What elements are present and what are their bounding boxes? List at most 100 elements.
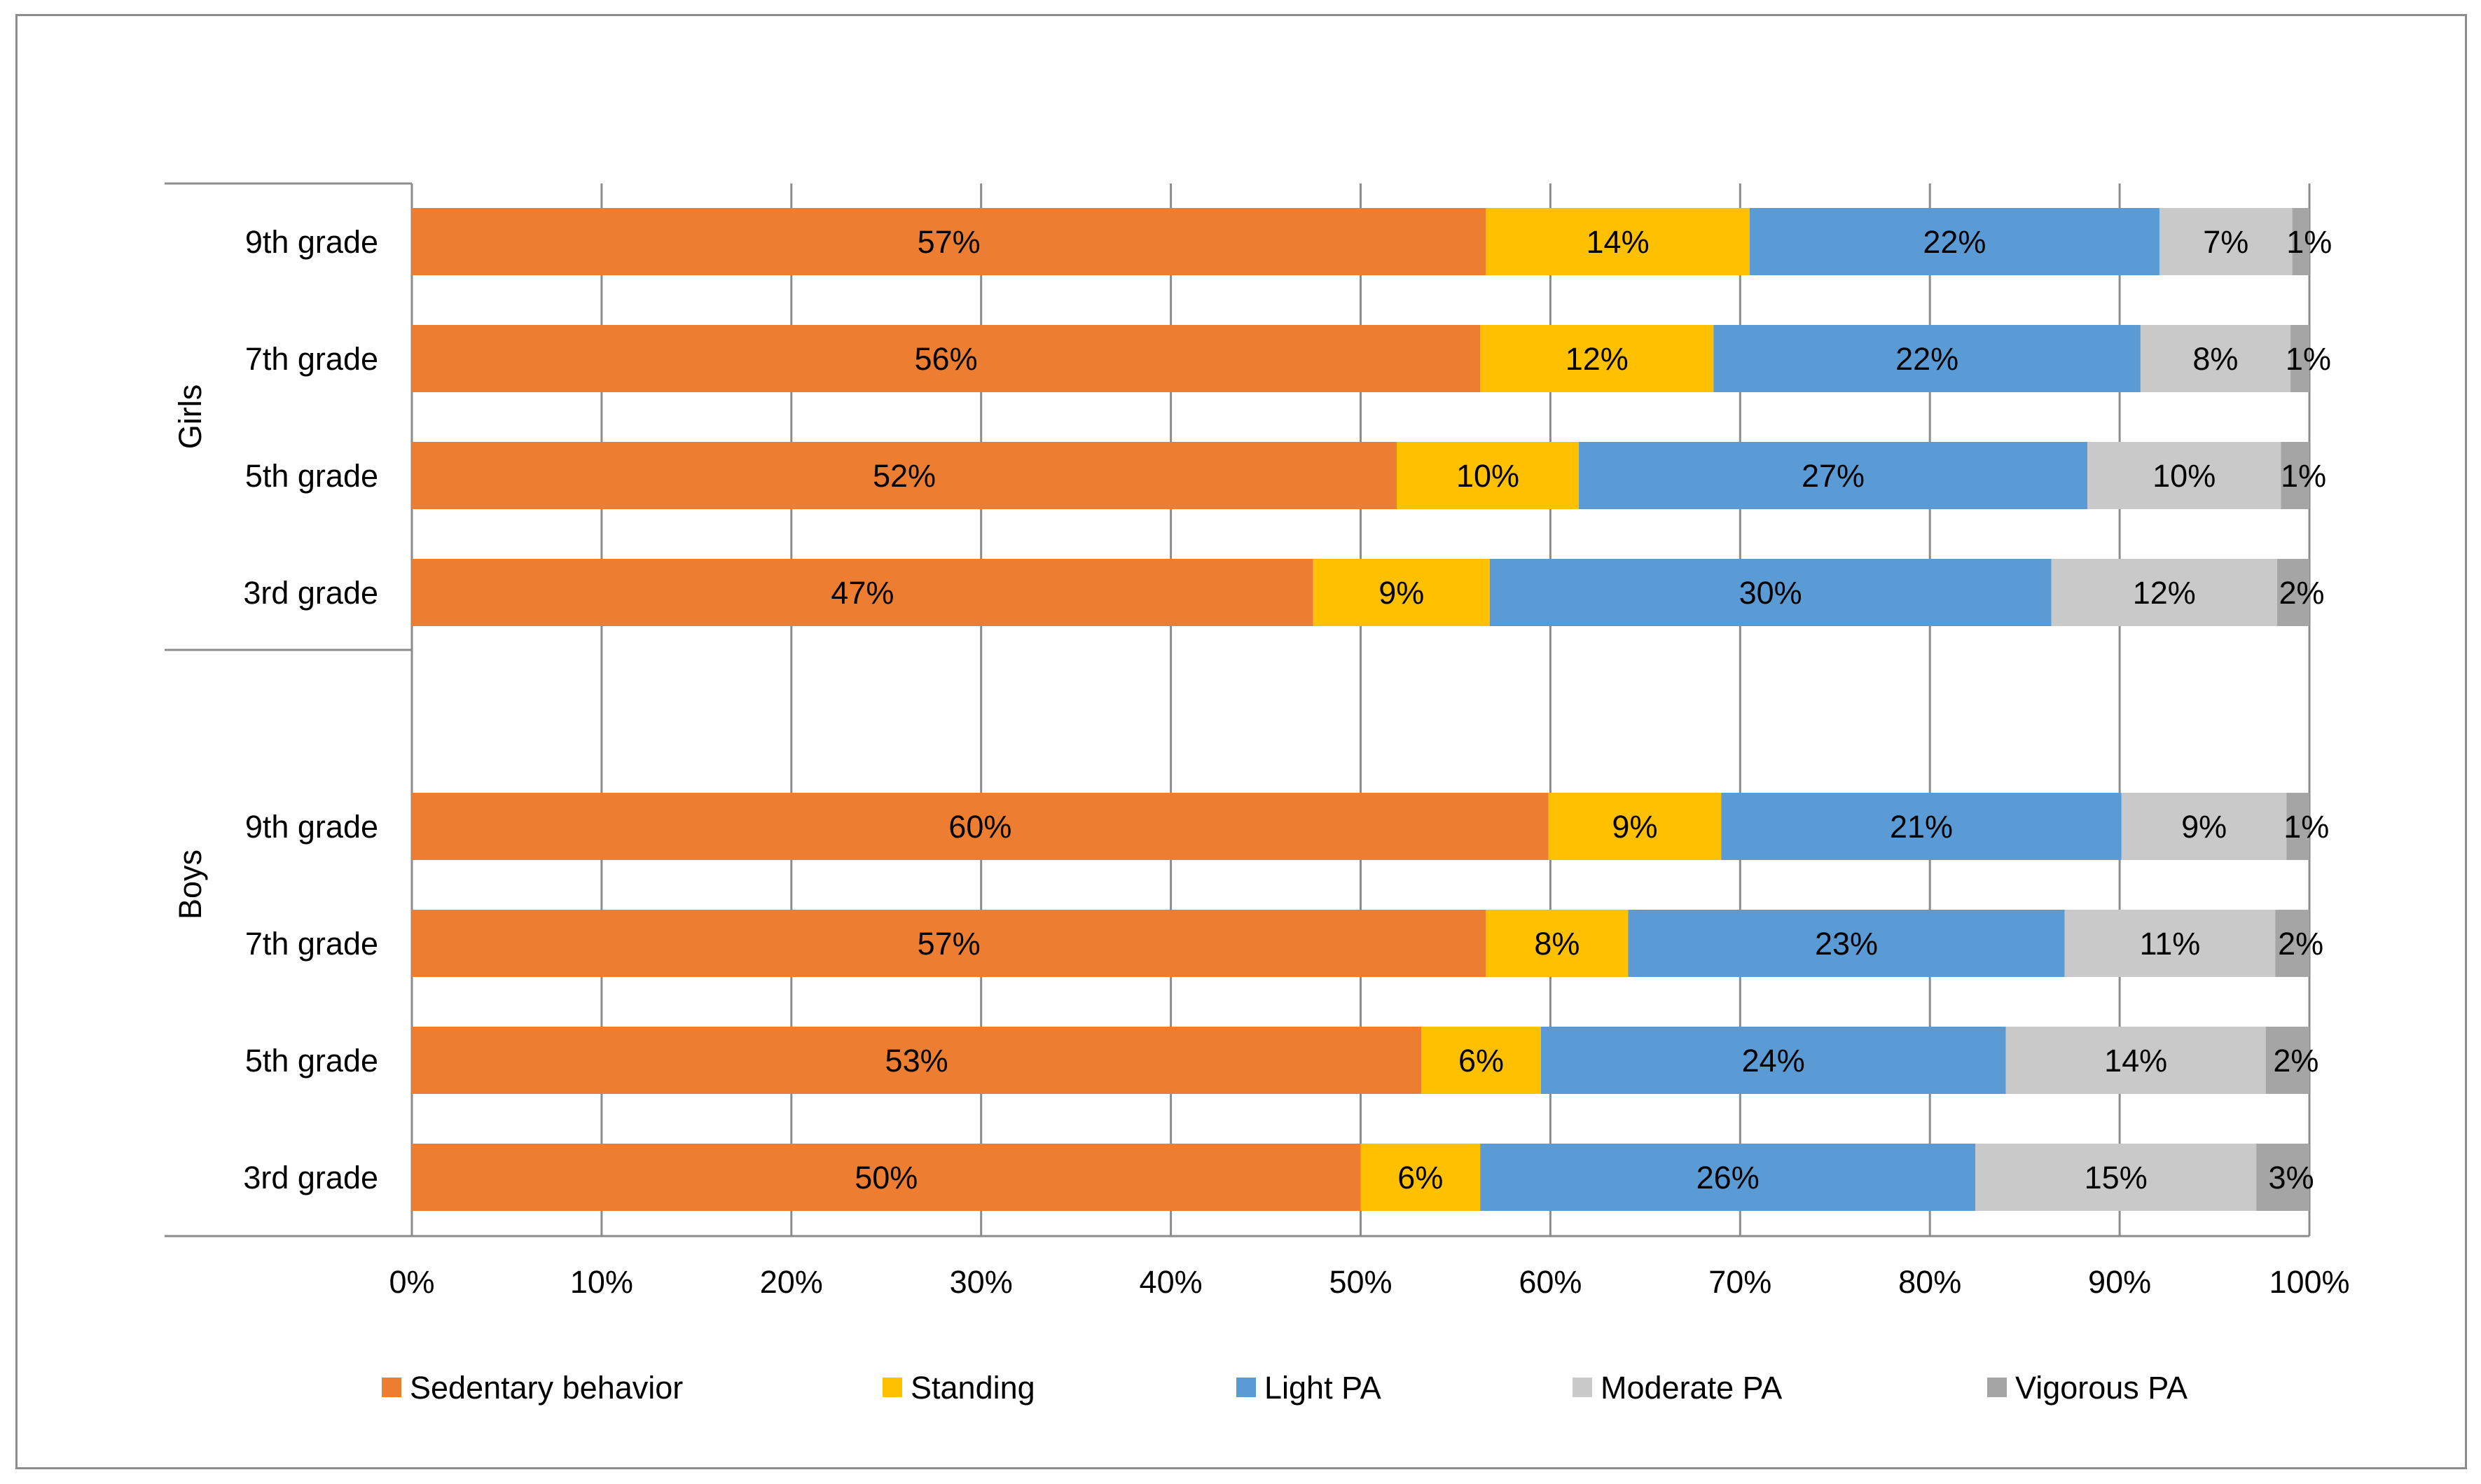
bar-light-pa	[1713, 325, 2141, 392]
legend-swatch	[883, 1378, 902, 1397]
category-label: 7th grade	[245, 926, 378, 962]
data-label: 14%	[1587, 224, 1650, 260]
data-label: 53%	[885, 1043, 948, 1079]
data-label: 6%	[1458, 1043, 1504, 1079]
data-label: 15%	[2085, 1160, 2148, 1195]
x-tick-label: 40%	[1140, 1264, 1203, 1300]
legend-label: Sedentary behavior	[410, 1370, 683, 1406]
legend-label: Standing	[911, 1370, 1035, 1406]
category-label: 3rd grade	[243, 1160, 378, 1195]
data-label: 7%	[2203, 224, 2248, 260]
x-tick-label: 0%	[389, 1264, 434, 1300]
data-label: 57%	[918, 926, 981, 962]
bar-sedentary-behavior	[412, 793, 1549, 860]
data-label: 56%	[915, 341, 978, 377]
bar-light-pa	[1489, 559, 2052, 626]
group-label-girls: Girls	[172, 384, 208, 449]
bar-sedentary-behavior	[412, 442, 1397, 509]
category-label: 3rd grade	[243, 575, 378, 611]
data-label: 52%	[873, 458, 936, 494]
data-label: 1%	[2281, 458, 2326, 494]
data-label: 6%	[1397, 1160, 1443, 1195]
bar-sedentary-behavior	[412, 325, 1481, 392]
bar-sedentary-behavior	[412, 208, 1486, 275]
bar-moderate-pa	[2051, 559, 2277, 626]
data-label: 2%	[2279, 575, 2324, 611]
data-label: 9%	[1378, 575, 1424, 611]
data-label: 1%	[2283, 809, 2329, 845]
x-tick-label: 80%	[1898, 1264, 1961, 1300]
bar-vigorous-pa	[2265, 1027, 2309, 1094]
group-label-boys: Boys	[172, 850, 208, 920]
bar-moderate-pa	[2064, 910, 2276, 977]
data-label: 8%	[2192, 341, 2238, 377]
data-label: 3%	[2269, 1160, 2314, 1195]
bar-standing	[1486, 208, 1750, 275]
data-label: 50%	[855, 1160, 918, 1195]
data-label: 2%	[2273, 1043, 2318, 1079]
category-label: 9th grade	[245, 224, 378, 260]
bar-moderate-pa	[2121, 793, 2287, 860]
bar-light-pa	[1480, 1144, 1976, 1211]
x-tick-label: 60%	[1519, 1264, 1582, 1300]
data-label: 8%	[1534, 926, 1580, 962]
data-label: 21%	[1890, 809, 1953, 845]
bar-moderate-pa	[2140, 325, 2290, 392]
x-tick-label: 50%	[1329, 1264, 1392, 1300]
bar-sedentary-behavior	[412, 1144, 1361, 1211]
bar-vigorous-pa	[2290, 325, 2309, 392]
bar-standing	[1486, 910, 1629, 977]
bar-standing	[1313, 559, 1490, 626]
data-label: 11%	[2140, 926, 2201, 962]
bar-sedentary-behavior	[412, 910, 1486, 977]
x-tick-label: 20%	[760, 1264, 823, 1300]
data-label: 14%	[2104, 1043, 2167, 1079]
x-tick-label: 100%	[2269, 1264, 2349, 1300]
data-label: 22%	[1923, 224, 1986, 260]
data-label: 57%	[918, 224, 981, 260]
bar-standing	[1480, 325, 1714, 392]
legend-swatch	[1987, 1378, 2007, 1397]
bar-moderate-pa	[1975, 1144, 2257, 1211]
x-tick-label: 10%	[570, 1264, 633, 1300]
data-label: 9%	[2181, 809, 2227, 845]
legend-swatch	[1573, 1378, 1592, 1397]
bar-standing	[1548, 793, 1722, 860]
legend-label: Vigorous PA	[2015, 1370, 2188, 1406]
bar-vigorous-pa	[2275, 910, 2309, 977]
data-label: 47%	[831, 575, 894, 611]
data-label: 22%	[1895, 341, 1958, 377]
bar-vigorous-pa	[2256, 1144, 2309, 1211]
category-label: 9th grade	[245, 809, 378, 845]
bar-standing	[1421, 1027, 1541, 1094]
data-label: 24%	[1742, 1043, 1805, 1079]
x-tick-label: 30%	[950, 1264, 1013, 1300]
bar-vigorous-pa	[2281, 442, 2309, 509]
bar-vigorous-pa	[2286, 793, 2309, 860]
category-label: 7th grade	[245, 341, 378, 377]
data-label: 30%	[1739, 575, 1802, 611]
data-label: 10%	[1456, 458, 1519, 494]
bar-sedentary-behavior	[412, 559, 1313, 626]
bar-moderate-pa	[2005, 1027, 2266, 1094]
bar-moderate-pa	[2087, 442, 2281, 509]
data-label: 12%	[2133, 575, 2196, 611]
bar-light-pa	[1579, 442, 2088, 509]
x-tick-label: 90%	[2088, 1264, 2151, 1300]
bar-light-pa	[1721, 793, 2122, 860]
bar-sedentary-behavior	[412, 1027, 1422, 1094]
data-label: 1%	[2286, 341, 2331, 377]
bar-light-pa	[1540, 1027, 2006, 1094]
legend-label: Moderate PA	[1601, 1370, 1782, 1406]
category-label: 5th grade	[245, 1043, 378, 1079]
bar-light-pa	[1749, 208, 2159, 275]
data-label: 26%	[1696, 1160, 1760, 1195]
data-label: 12%	[1566, 341, 1629, 377]
category-label: 5th grade	[245, 458, 378, 494]
data-label: 9%	[1612, 809, 1657, 845]
bar-vigorous-pa	[2276, 559, 2309, 626]
bar-light-pa	[1628, 910, 2065, 977]
data-label: 60%	[948, 809, 1011, 845]
legend-label: Light PA	[1264, 1370, 1381, 1406]
